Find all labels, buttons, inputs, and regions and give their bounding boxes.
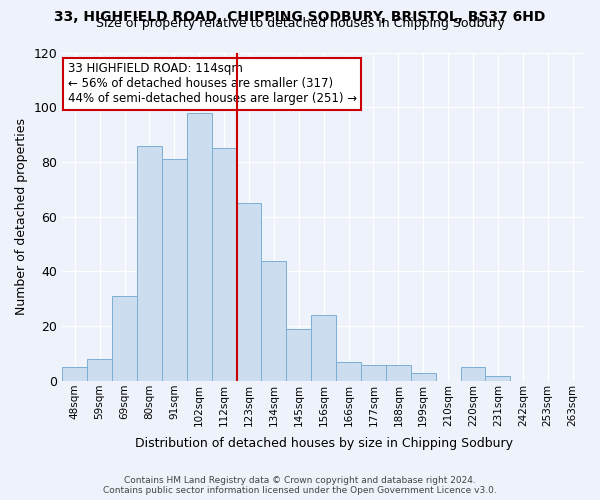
Bar bbox=[112, 296, 137, 381]
Text: 33, HIGHFIELD ROAD, CHIPPING SODBURY, BRISTOL, BS37 6HD: 33, HIGHFIELD ROAD, CHIPPING SODBURY, BR… bbox=[55, 10, 545, 24]
Bar bbox=[236, 203, 262, 381]
Bar bbox=[212, 148, 236, 381]
Y-axis label: Number of detached properties: Number of detached properties bbox=[15, 118, 28, 315]
Bar bbox=[162, 160, 187, 381]
Bar bbox=[262, 260, 286, 381]
Bar bbox=[87, 359, 112, 381]
Bar bbox=[361, 364, 386, 381]
Bar bbox=[62, 368, 87, 381]
Bar bbox=[386, 364, 411, 381]
Text: 33 HIGHFIELD ROAD: 114sqm
← 56% of detached houses are smaller (317)
44% of semi: 33 HIGHFIELD ROAD: 114sqm ← 56% of detac… bbox=[68, 62, 356, 106]
Bar bbox=[311, 316, 336, 381]
Bar bbox=[137, 146, 162, 381]
Bar bbox=[286, 329, 311, 381]
Bar bbox=[461, 368, 485, 381]
X-axis label: Distribution of detached houses by size in Chipping Sodbury: Distribution of detached houses by size … bbox=[134, 437, 512, 450]
Bar bbox=[411, 373, 436, 381]
Text: Size of property relative to detached houses in Chipping Sodbury: Size of property relative to detached ho… bbox=[95, 18, 505, 30]
Text: Contains HM Land Registry data © Crown copyright and database right 2024.
Contai: Contains HM Land Registry data © Crown c… bbox=[103, 476, 497, 495]
Bar bbox=[336, 362, 361, 381]
Bar bbox=[485, 376, 511, 381]
Bar bbox=[187, 112, 212, 381]
